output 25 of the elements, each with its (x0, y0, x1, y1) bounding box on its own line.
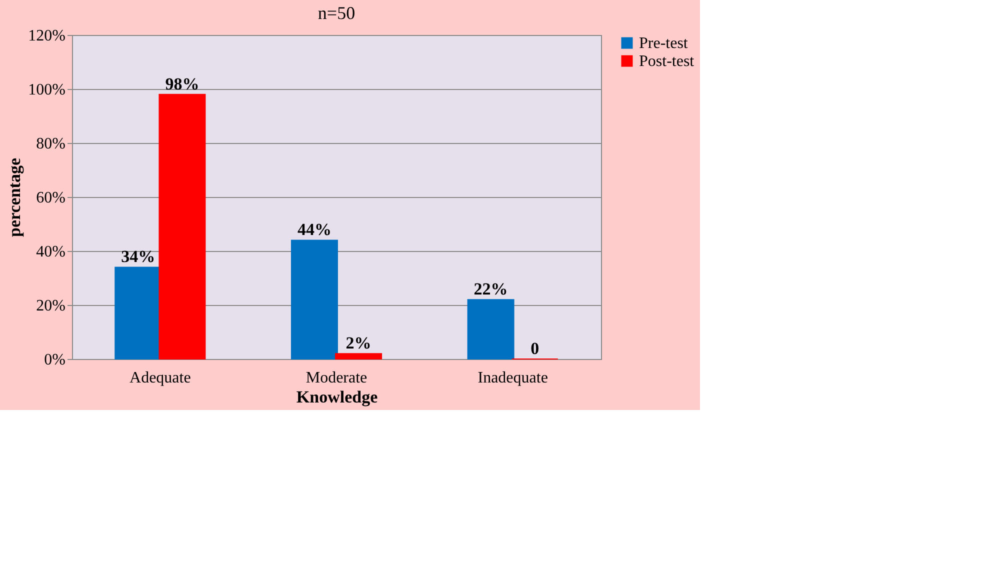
legend-label: Pre-test (639, 35, 688, 52)
y-tick-label: 0% (44, 352, 66, 368)
y-tick-label: 80% (36, 136, 66, 152)
y-tick-label: 120% (28, 28, 66, 44)
data-label: 0 (530, 339, 540, 358)
y-tick-label: 40% (36, 244, 66, 260)
data-label: 2% (346, 334, 372, 353)
bar (290, 240, 338, 360)
x-tick-label: Inadequate (478, 370, 548, 386)
x-tick-label: Moderate (306, 370, 368, 386)
bar (335, 353, 382, 360)
data-label: 22% (474, 280, 508, 299)
bar (158, 94, 206, 360)
y-tick-label: 20% (36, 298, 66, 314)
bar (467, 299, 514, 360)
y-tick-label: 60% (36, 190, 66, 206)
chart-title: n=50 (318, 3, 356, 23)
y-axis-title: percentage (5, 158, 24, 237)
data-label: 98% (165, 74, 200, 94)
legend-label: Post-test (639, 53, 695, 70)
data-label: 34% (121, 247, 156, 266)
x-tick-label: Adequate (130, 370, 191, 386)
y-tick-label: 100% (28, 82, 66, 98)
data-label: 44% (297, 220, 332, 240)
x-axis-title: Knowledge (296, 388, 378, 406)
